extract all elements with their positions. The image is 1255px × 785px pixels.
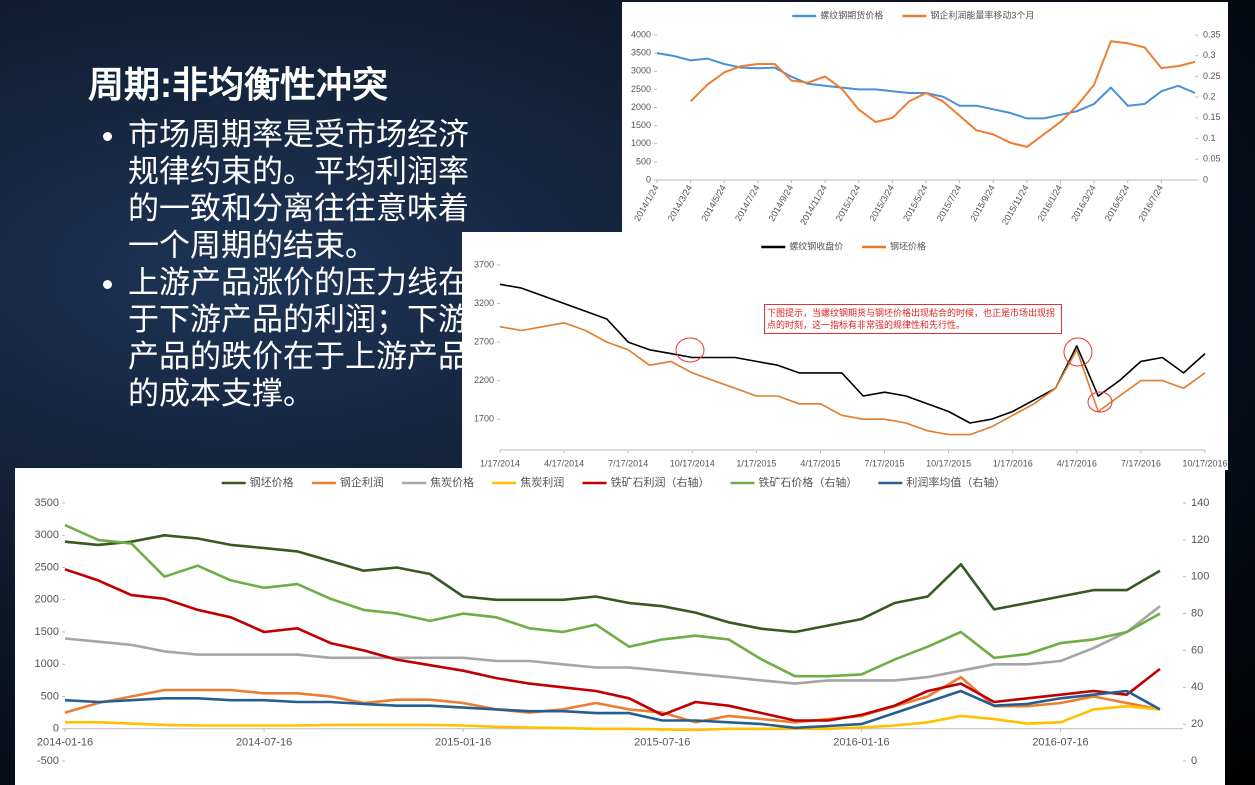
y-tick-label: 2500 [631,84,651,94]
y-tick-label: -500 [37,755,59,767]
y2-tick-label: 0.3 [1203,50,1216,60]
y-tick-label: 3500 [631,48,651,58]
legend-label: 焦炭价格 [430,475,474,489]
slide-title: 周期:非均衡性冲突 [88,64,388,105]
legend-label: 螺纹钢收盘价 [789,240,843,251]
y2-tick-label: 0 [1191,755,1197,767]
x-tick-label: 4/17/2014 [544,458,584,468]
line-series [65,704,1161,732]
x-tick-label: 2014-01-16 [37,737,93,749]
y-tick-label: 2700 [474,336,494,346]
bullets: 市场周期率是受市场经济规律约束的。平均利润率的一致和分离往往意味着一个周期的结束… [92,116,478,412]
legend-label: 钢企利润 [340,475,384,489]
annotation: 下图提示，当螺纹钢期货与钢坯价格出现粘合的时候，也正是市场出现拐点的时刻，这一指… [764,304,1062,334]
x-tick-label: 2015-01-16 [435,737,491,749]
legend-label: 铁矿石价格（右轴） [758,475,857,489]
x-tick-label: 1/17/2014 [480,458,520,468]
line-series [64,689,1161,730]
x-tick-label: 2016-07-16 [1032,737,1088,749]
x-tick-label: 1/17/2016 [993,458,1033,468]
y-tick-label: 0 [53,723,59,735]
line-series [499,322,1206,436]
y-tick-label: 2000 [631,102,651,112]
x-tick-label: 10/17/2014 [670,458,715,468]
y-tick-label: 1000 [631,138,651,148]
x-tick-label: 2016-01-16 [833,737,889,749]
x-tick-label: 10/17/2016 [1182,458,1227,468]
y-tick-label: 1500 [35,626,59,638]
y-tick-label: 0 [646,174,651,184]
legend-label: 钢企利润能量率移动3个月 [930,9,1034,20]
y2-tick-label: 0.05 [1203,154,1221,164]
y-tick-label: 1500 [631,120,651,130]
y2-tick-label: 140 [1191,497,1209,509]
line-series [64,568,1161,722]
y2-tick-label: 20 [1191,718,1203,730]
y2-tick-label: 0.2 [1203,92,1216,102]
y2-tick-label: 0.35 [1203,29,1221,39]
chart-panel [622,2,1228,232]
bullet: 市场周期率是受市场经济规律约束的。平均利润率的一致和分离往往意味着一个周期的结束… [128,116,478,264]
highlight-circle [1063,337,1093,367]
y2-tick-label: 0.15 [1203,112,1221,122]
y-tick-label: 2000 [35,594,59,606]
legend-label: 钢坯价格 [250,475,294,489]
y-tick-label: 3200 [474,298,494,308]
chart-panel [15,468,1225,785]
y-tick-label: 4000 [631,29,651,39]
y-tick-label: 3000 [631,66,651,76]
y2-tick-label: 40 [1191,681,1203,693]
line-series [64,523,1161,678]
highlight-circle [1087,391,1113,413]
x-tick-label: 7/17/2014 [608,458,648,468]
y-tick-label: 2500 [35,561,59,573]
x-tick-label: 1/17/2015 [736,458,776,468]
x-tick-label: 2015-07-16 [634,737,690,749]
y2-tick-label: 120 [1191,534,1209,546]
y2-tick-label: 60 [1191,644,1203,656]
y-tick-label: 500 [636,156,651,166]
x-tick-label: 4/17/2016 [1057,458,1097,468]
x-tick-label: 4/17/2015 [800,458,840,468]
line-series [64,534,1161,634]
x-tick-label: 2014-07-16 [236,737,292,749]
y2-tick-label: 0.1 [1203,133,1216,143]
x-tick-label: 7/17/2016 [1121,458,1161,468]
y-tick-label: 3500 [35,497,59,509]
y-tick-label: 1700 [474,414,494,424]
legend-label: 螺纹钢期货价格 [820,9,883,20]
y-tick-label: 1000 [35,658,59,670]
y2-tick-label: 0 [1203,174,1208,184]
y-tick-label: 500 [41,690,59,702]
x-tick-label: 10/17/2015 [926,458,971,468]
legend-label: 铁矿石利润（右轴） [610,475,709,489]
line-series [689,40,1196,148]
bullet: 上游产品涨价的压力线在于下游产品的利润；下游产品的跌价在于上游产品的成本支撑。 [128,264,478,412]
line-series [499,283,1206,424]
highlight-circle [675,337,705,363]
y-tick-label: 3700 [474,259,494,269]
y-tick-label: 2200 [474,375,494,385]
x-tick-label: 7/17/2015 [865,458,905,468]
legend-label: 钢坯价格 [890,240,926,251]
y2-tick-label: 100 [1191,571,1209,583]
y2-tick-label: 0.25 [1203,71,1221,81]
legend-label: 利润率均值（右轴） [906,475,1005,489]
y-tick-label: 3000 [35,529,59,541]
y2-tick-label: 80 [1191,607,1203,619]
legend-label: 焦炭利润 [520,475,564,489]
chart-panel [462,232,1228,470]
line-series [64,605,1161,685]
